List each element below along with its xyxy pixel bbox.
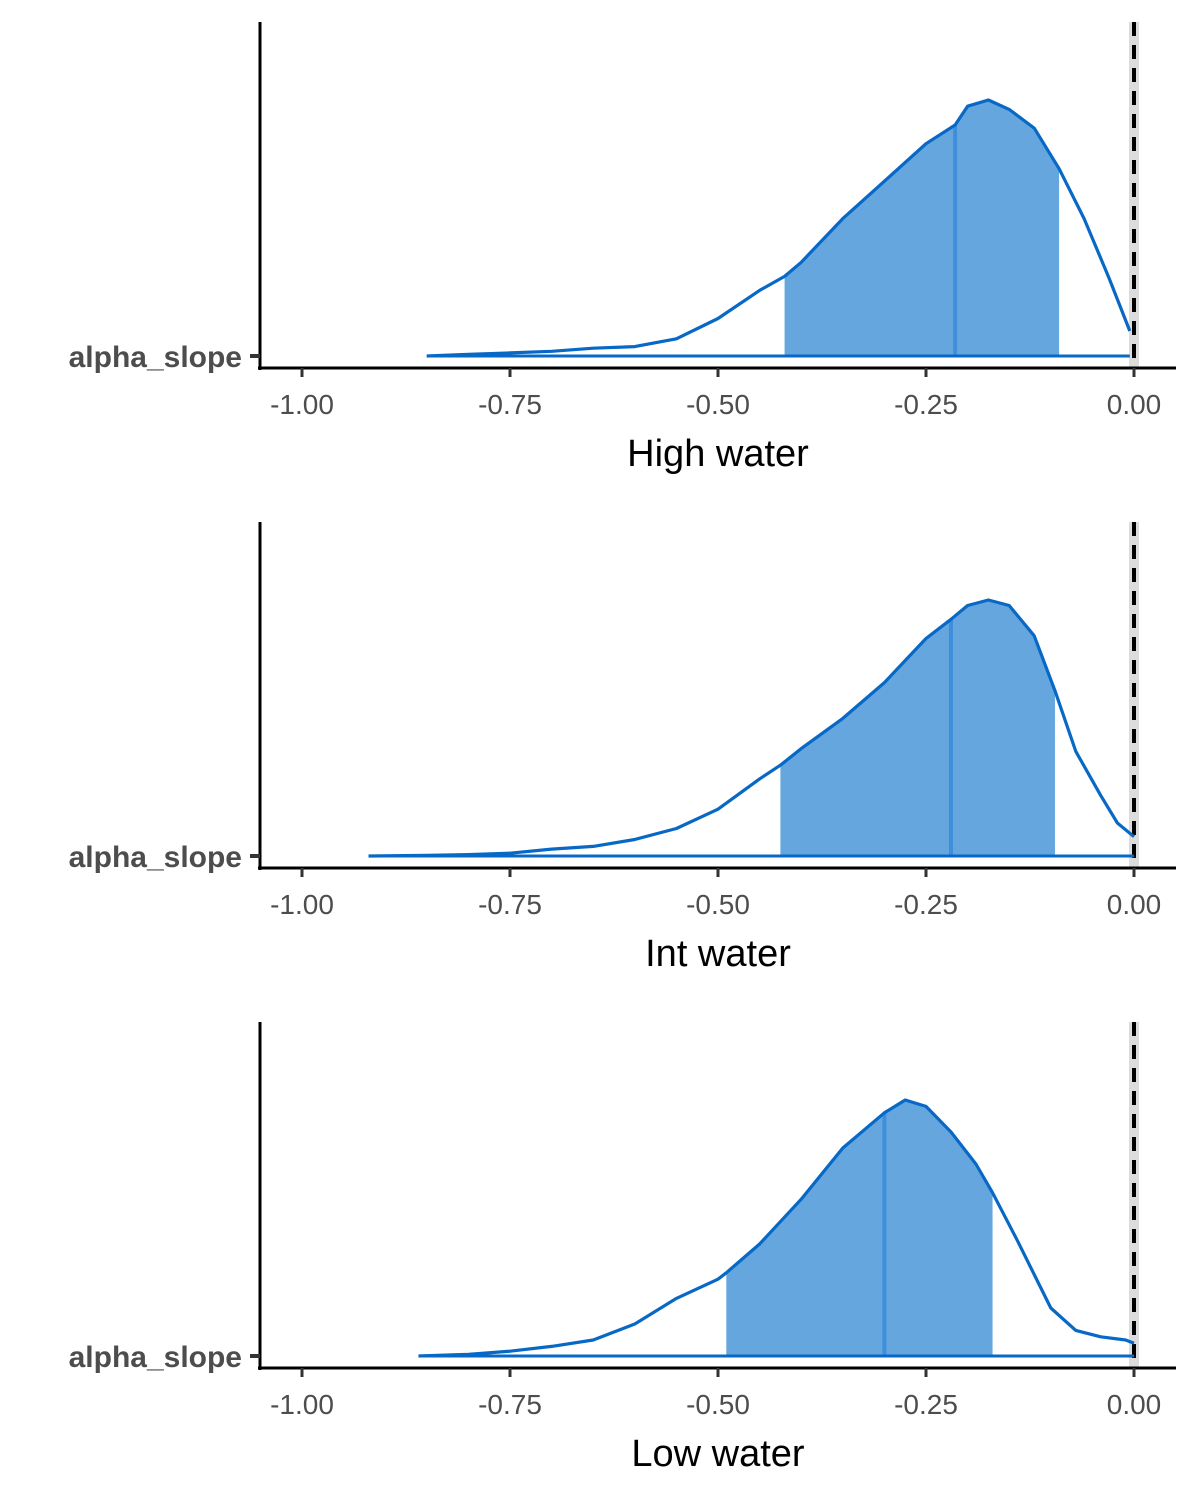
credible-interval-area (784, 100, 1060, 356)
panel-1: alpha_slope -1.00 -0.75 -0.50 -0.25 0.00 High … (69, 22, 1176, 475)
parameter-label: alpha_slope (69, 841, 242, 874)
density-curve (418, 1098, 1135, 1358)
panel-2: alpha_slope -1.00 -0.75 -0.50 -0.25 0.00 Int w… (69, 522, 1176, 975)
parameter-label: alpha_slope (69, 1341, 242, 1374)
credible-interval-area (780, 600, 1055, 856)
x-tick-label: -0.50 (686, 889, 750, 920)
x-tick-label: 0.00 (1107, 889, 1162, 920)
x-tick-label: 0.00 (1107, 1389, 1162, 1420)
x-tick-label: -0.25 (894, 889, 958, 920)
density-curve (426, 98, 1132, 358)
x-tick-label: -0.50 (686, 1389, 750, 1420)
credible-interval-area (726, 1100, 993, 1356)
x-tick-label: 0.00 (1107, 389, 1162, 420)
panel-3: alpha_slope -1.00 -0.75 -0.50 -0.25 0.00 Low w… (69, 1022, 1176, 1475)
panel-title: High water (627, 433, 809, 475)
x-tick-label: -0.50 (686, 389, 750, 420)
x-tick-label: -1.00 (270, 889, 334, 920)
parameter-label: alpha_slope (69, 341, 242, 374)
x-tick-label: -1.00 (270, 1389, 334, 1420)
x-tick-label: -0.25 (894, 389, 958, 420)
x-tick-label: -0.25 (894, 1389, 958, 1420)
x-tick-label: -0.75 (478, 889, 542, 920)
panel-title: Int water (645, 933, 791, 975)
x-tick-label: -0.75 (478, 1389, 542, 1420)
x-tick-label: -1.00 (270, 389, 334, 420)
x-tick-label: -0.75 (478, 389, 542, 420)
panel-title: Low water (631, 1433, 805, 1475)
density-curve (368, 598, 1136, 858)
